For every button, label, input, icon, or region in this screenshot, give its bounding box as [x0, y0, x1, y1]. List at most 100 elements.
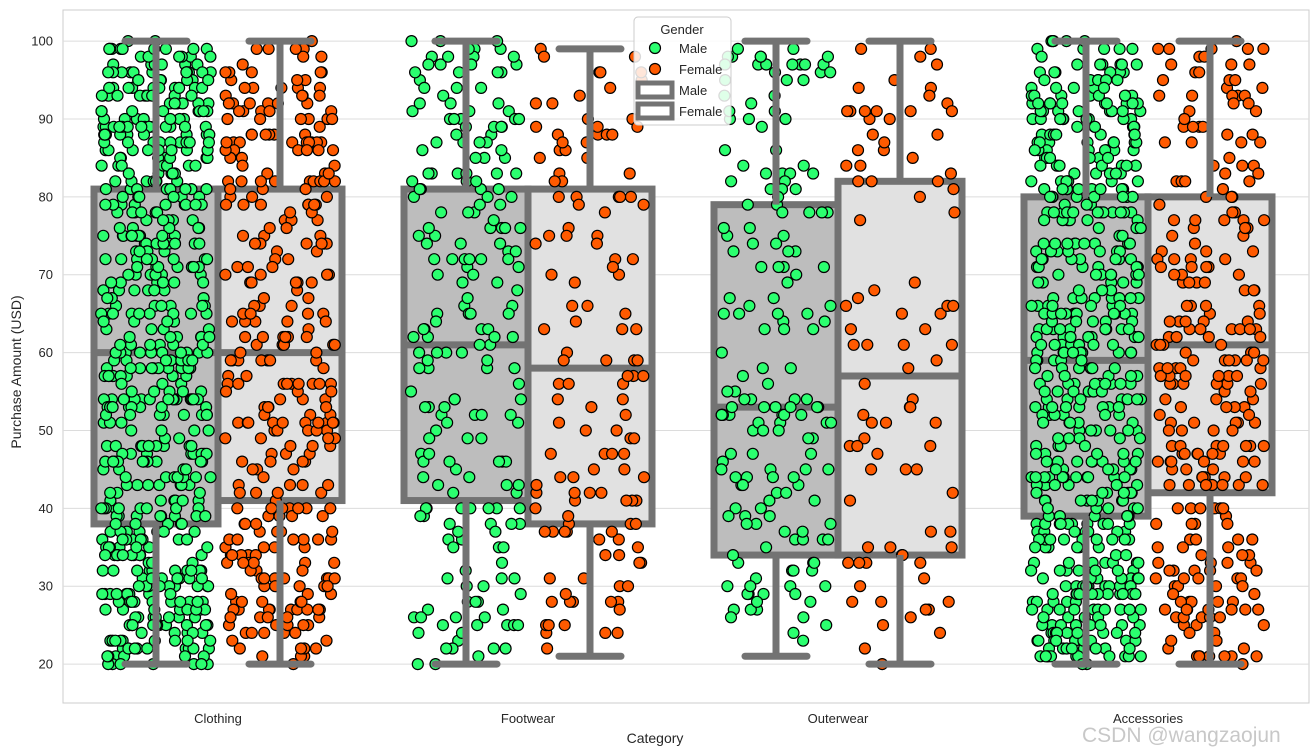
strip-point-male	[1108, 362, 1121, 375]
strip-point-female	[1154, 338, 1167, 351]
strip-point-male	[161, 315, 174, 328]
strip-point-male	[435, 206, 448, 219]
strip-point-male	[507, 50, 520, 63]
strip-point-female	[1163, 478, 1176, 492]
strip-point-male	[1072, 284, 1086, 297]
strip-point-female	[613, 603, 626, 616]
strip-point-male	[115, 253, 128, 266]
strip-point-female	[924, 525, 938, 538]
strip-point-female	[853, 214, 867, 227]
strip-point-female	[1165, 58, 1178, 71]
strip-point-female	[245, 276, 258, 289]
strip-point-female	[556, 136, 569, 149]
strip-point-male	[1067, 385, 1080, 398]
strip-point-male	[406, 105, 419, 118]
strip-point-male	[1049, 634, 1063, 647]
strip-point-male	[482, 502, 495, 515]
strip-point-male	[469, 151, 482, 164]
strip-point-male	[154, 509, 167, 523]
strip-point-male	[131, 564, 144, 577]
strip-point-male	[1046, 401, 1059, 414]
strip-point-male	[438, 401, 451, 414]
strip-point-male	[756, 362, 769, 375]
strip-point-female	[314, 66, 327, 79]
strip-point-male	[444, 97, 457, 110]
strip-point-male	[1029, 471, 1042, 484]
strip-point-female	[530, 478, 543, 492]
strip-point-male	[1094, 183, 1107, 196]
strip-point-female	[637, 198, 650, 211]
strip-point-male	[750, 595, 764, 608]
strip-point-male	[201, 253, 214, 266]
strip-point-male	[746, 237, 760, 250]
strip-point-male	[1051, 385, 1064, 398]
strip-point-female	[1178, 447, 1191, 460]
strip-point-male	[413, 362, 426, 375]
strip-point-female	[843, 494, 857, 507]
strip-point-female	[861, 338, 874, 351]
strip-point-male	[168, 634, 182, 647]
strip-point-female	[282, 253, 295, 266]
strip-point-male	[173, 81, 186, 95]
strip-point-female	[1227, 97, 1240, 110]
strip-point-female	[231, 502, 244, 515]
strip-point-male	[414, 509, 427, 523]
strip-point-female	[1179, 315, 1192, 328]
strip-point-female	[1151, 455, 1165, 468]
strip-point-male	[152, 260, 165, 274]
strip-point-female	[285, 299, 298, 312]
strip-point-male	[1032, 97, 1045, 110]
strip-point-female	[1222, 354, 1236, 367]
strip-point-female	[612, 548, 626, 562]
strip-point-female	[562, 509, 575, 523]
strip-point-female	[1150, 517, 1163, 531]
strip-point-male	[808, 556, 821, 569]
strip-point-male	[204, 634, 217, 647]
strip-point-male	[452, 525, 465, 538]
strip-point-female	[538, 525, 551, 538]
strip-point-male	[759, 167, 773, 180]
strip-point-male	[790, 268, 803, 281]
strip-point-female	[529, 237, 542, 250]
strip-point-male	[191, 595, 204, 608]
strip-point-male	[487, 642, 500, 655]
strip-point-male	[1101, 151, 1115, 164]
strip-point-male	[1098, 603, 1111, 616]
strip-point-male	[112, 502, 125, 515]
strip-point-female	[222, 97, 235, 110]
strip-point-male	[204, 471, 217, 484]
strip-point-female	[631, 541, 645, 554]
strip-point-male	[1131, 175, 1145, 188]
strip-point-female	[243, 97, 256, 110]
strip-point-male	[113, 221, 126, 235]
strip-point-female	[1176, 541, 1190, 554]
strip-point-female	[1246, 533, 1259, 546]
strip-point-male	[810, 401, 824, 414]
strip-point-female	[871, 447, 884, 460]
strip-point-female	[289, 626, 302, 640]
strip-point-female	[296, 478, 309, 492]
strip-point-male	[131, 260, 144, 274]
strip-point-female	[284, 439, 297, 453]
strip-point-male	[1094, 618, 1107, 632]
strip-point-male	[97, 315, 110, 328]
strip-point-male	[1132, 572, 1145, 585]
strip-point-male	[1069, 315, 1083, 328]
strip-point-female	[1195, 548, 1208, 562]
strip-point-female	[1223, 151, 1236, 164]
strip-point-male	[429, 229, 442, 242]
strip-point-female	[302, 292, 315, 305]
strip-point-male	[1109, 167, 1123, 180]
strip-point-female	[261, 611, 274, 624]
strip-point-male	[771, 307, 785, 320]
strip-point-male	[99, 253, 112, 266]
strip-point-male	[1028, 144, 1041, 157]
strip-point-male	[1114, 377, 1127, 390]
strip-point-male	[731, 42, 745, 56]
strip-point-female	[1206, 463, 1220, 476]
strip-point-male	[802, 432, 815, 445]
box-female	[834, 177, 966, 559]
strip-point-female	[279, 330, 292, 344]
strip-point-female	[1158, 603, 1172, 616]
strip-point-female	[283, 478, 297, 492]
